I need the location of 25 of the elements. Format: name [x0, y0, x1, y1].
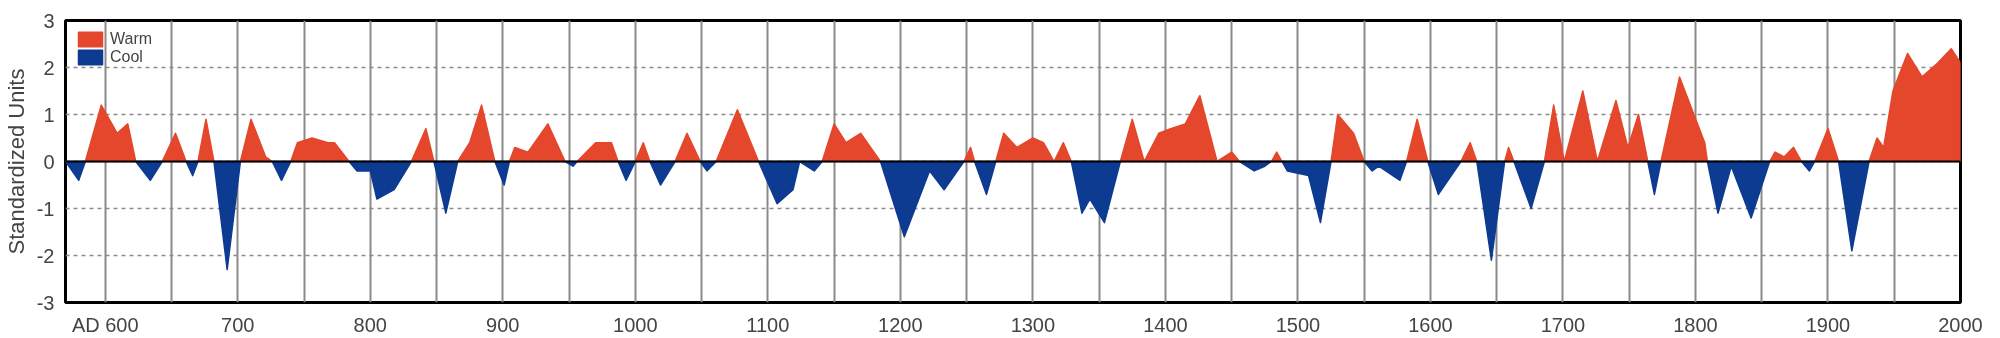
x-tick-label: 1200	[878, 313, 923, 336]
x-tick-label: 800	[353, 313, 387, 336]
x-tick-label: 700	[221, 313, 255, 336]
legend-label: Warm	[110, 30, 153, 48]
x-tick-label: 1100	[746, 313, 790, 336]
x-tick-label: 1900	[1805, 313, 1851, 336]
y-tick-label: 1	[43, 103, 55, 126]
x-tick-label: 1600	[1408, 313, 1453, 336]
y-axis-title: Standardized Units	[3, 68, 29, 255]
x-tick-label: 1800	[1673, 313, 1718, 336]
x-tick-label: 2000	[1938, 313, 1983, 336]
x-tick-label: 1300	[1010, 313, 1056, 336]
x-tick-label: 1500	[1275, 313, 1321, 336]
x-tick-label: 1700	[1540, 313, 1586, 336]
x-tick-label: 1400	[1143, 313, 1188, 336]
x-tick-label: AD 600	[71, 313, 139, 336]
y-tick-label: -2	[36, 244, 55, 267]
y-tick-label: 0	[43, 150, 55, 173]
x-tick-label: 1000	[613, 313, 658, 336]
y-tick-label: -3	[36, 291, 55, 314]
y-tick-label: 3	[43, 9, 55, 32]
y-tick-label: 2	[43, 56, 55, 79]
y-tick-label: -1	[36, 197, 55, 220]
x-tick-label: 900	[486, 313, 520, 336]
legend-label: Cool	[110, 48, 143, 66]
